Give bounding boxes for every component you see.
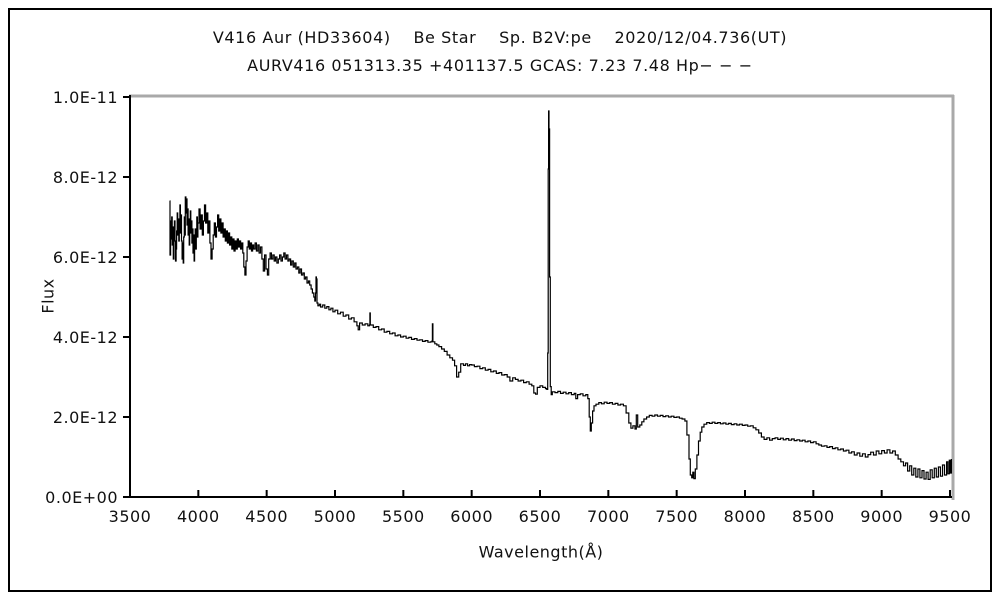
x-tick-label: 8000 [724, 507, 767, 526]
x-tick-label: 3500 [109, 507, 152, 526]
x-tick-label: 4500 [245, 507, 288, 526]
figure-frame [8, 8, 992, 592]
y-tick-label: 0.0E+00 [45, 488, 118, 507]
y-tick-label: 8.0E-12 [53, 168, 118, 187]
x-tick-label: 7500 [655, 507, 698, 526]
chart-subtitle: AURV416 051313.35 +401137.5 GCAS: 7.23 7… [247, 56, 753, 75]
y-tick-label: 1.0E-11 [53, 88, 118, 107]
y-tick-label: 6.0E-12 [53, 248, 118, 267]
x-tick-label: 4000 [177, 507, 220, 526]
spectrum-line [169, 110, 952, 480]
x-tick-label: 6000 [450, 507, 493, 526]
y-tick-label: 2.0E-12 [53, 408, 118, 427]
x-tick-label: 9500 [929, 507, 972, 526]
x-tick-label: 5000 [314, 507, 357, 526]
y-tick-label: 4.0E-12 [53, 328, 118, 347]
chart-title: V416 Aur (HD33604) Be Star Sp. B2V:pe 20… [212, 28, 788, 47]
x-tick-label: 6500 [519, 507, 562, 526]
x-tick-label: 5500 [382, 507, 425, 526]
x-tick-label: 9000 [860, 507, 903, 526]
x-tick-label: 7000 [587, 507, 630, 526]
x-axis-title: Wavelength(Å) [478, 542, 604, 562]
x-tick-label: 8500 [792, 507, 835, 526]
